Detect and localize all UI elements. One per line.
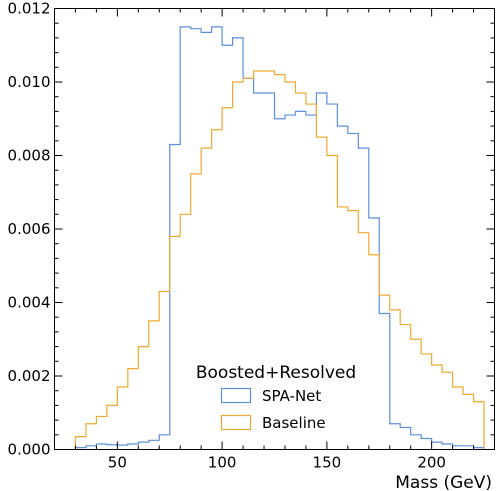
legend-swatch-spa-net xyxy=(220,387,252,404)
legend-label-spa-net: SPA-Net xyxy=(262,387,321,405)
axis-ticks-group: 50 100 150 200 0.000 0.002 0.004 0.006 0.008 0.01… xyxy=(8,0,495,472)
y-tick-label: 0.004 xyxy=(8,294,51,312)
y-tick-label: 0.012 xyxy=(8,0,51,18)
x-tick-label: 150 xyxy=(313,454,342,472)
y-tick-label: 0.002 xyxy=(8,367,51,385)
y-tick-label: 0.008 xyxy=(8,147,51,165)
y-tick-label: 0.006 xyxy=(8,220,51,238)
x-tick-label: 200 xyxy=(417,454,446,472)
legend-swatch-baseline xyxy=(220,414,252,431)
y-tick-label: 0.000 xyxy=(8,441,51,459)
x-axis-label: Mass (GeV) xyxy=(395,473,492,491)
histogram-step-spa-net xyxy=(74,26,485,450)
histogram-series-group xyxy=(74,26,485,450)
y-tick-label: 0.010 xyxy=(8,73,51,91)
x-tick-label: 100 xyxy=(208,454,237,472)
x-tick-label: 50 xyxy=(108,454,127,472)
legend-title: Boosted+Resolved xyxy=(196,363,356,383)
legend: Boosted+Resolved SPA-Net Baseline xyxy=(196,363,356,432)
legend-label-baseline: Baseline xyxy=(262,414,326,432)
histogram-step-baseline xyxy=(74,70,485,450)
